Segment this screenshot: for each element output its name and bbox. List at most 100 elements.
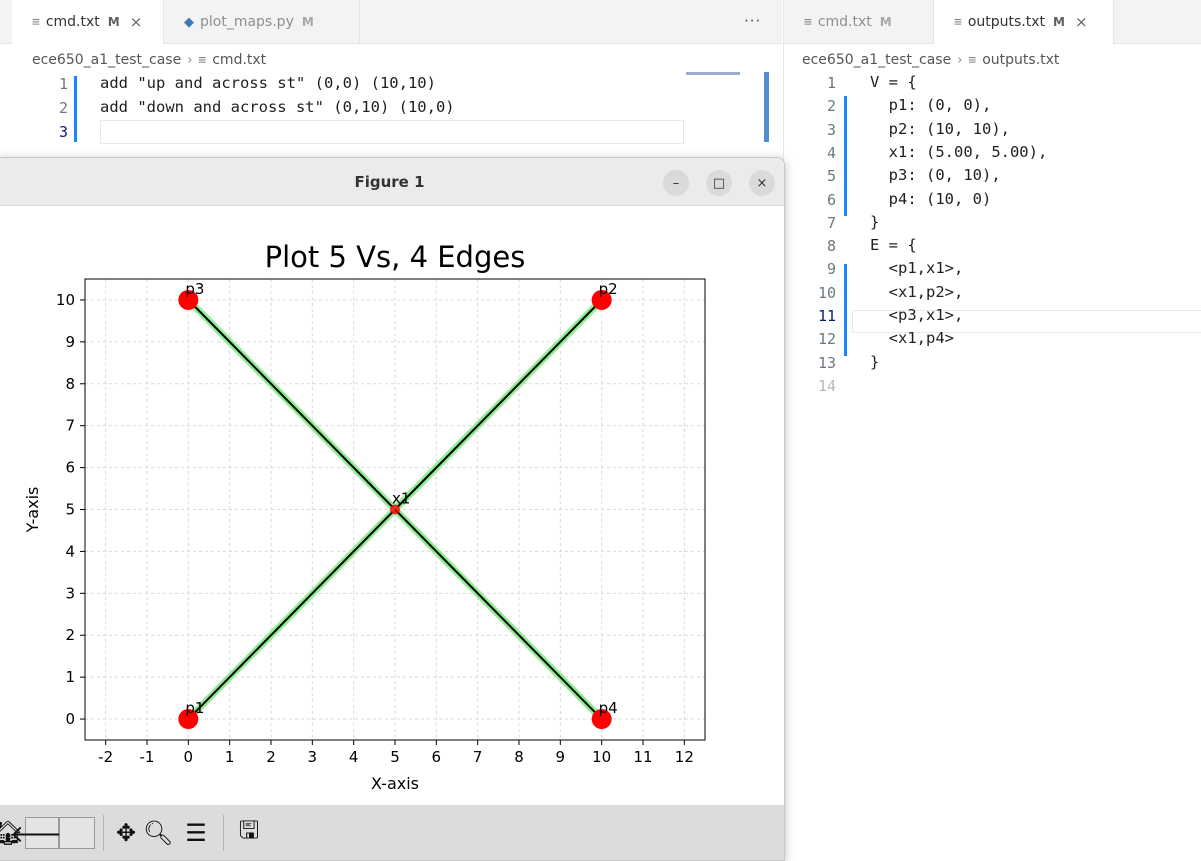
x-tick-label: 5 [390, 748, 400, 766]
x-tick-label: 6 [432, 748, 442, 766]
python-file-icon: ◆ [184, 14, 194, 30]
text-file-icon: ≡ [954, 14, 962, 30]
vertex-label-p3: p3 [185, 280, 204, 298]
back-icon[interactable]: 🡐 [10, 817, 74, 849]
configure-subplots-icon[interactable]: ☰ [185, 819, 207, 847]
y-tick-label: 8 [65, 375, 75, 393]
tab-label: cmd.txt [817, 14, 872, 30]
code-line[interactable]: } [870, 212, 880, 231]
text-file-icon: ≡ [198, 52, 207, 68]
x-tick-label: 3 [308, 748, 318, 766]
minimize-icon[interactable]: – [663, 170, 689, 196]
code-line[interactable]: <p3,x1>, [870, 306, 964, 324]
line-number: 1 [58, 75, 68, 93]
vertex-x1 [390, 504, 400, 515]
code-line[interactable]: } [870, 352, 880, 371]
code-line[interactable]: p3: (0, 10), [870, 166, 1001, 185]
tab-label: outputs.txt [967, 14, 1046, 30]
y-tick-label: 10 [56, 291, 75, 309]
scrollbar[interactable] [764, 72, 769, 142]
line-number: 2 [826, 97, 836, 116]
y-tick-label: 9 [65, 333, 75, 351]
x-tick-label: 10 [592, 748, 611, 766]
save-icon[interactable]: 🖫 [238, 815, 260, 844]
code-line[interactable]: E = { [870, 236, 917, 255]
figure-titlebar[interactable]: Figure 1 – □ × [0, 158, 784, 206]
code-line[interactable]: add "up and across st" (0,0) (10,10) [100, 74, 436, 92]
line-number: 3 [826, 120, 836, 139]
text-file-icon: ≡ [968, 52, 977, 68]
vertex-p4 [591, 709, 612, 730]
chevron-right-icon: › [957, 52, 963, 68]
x-tick-label: -1 [140, 748, 155, 766]
code-line[interactable]: add "down and across st" (0,10) (10,0) [100, 98, 455, 116]
line-number: 7 [826, 213, 836, 232]
vertex-label-p2: p2 [599, 280, 618, 298]
x-tick-label: 9 [556, 748, 566, 766]
code-line[interactable]: x1: (5.00, 5.00), [870, 142, 1048, 161]
close-icon[interactable]: × [129, 13, 143, 31]
breadcrumb-folder[interactable]: ece650_a1_test_case [32, 52, 182, 68]
tab-outputs-txt[interactable]: ≡ outputs.txt M × [934, 0, 1114, 44]
code-line[interactable]: p4: (10, 0) [870, 189, 992, 208]
modified-gutter-marker [844, 96, 847, 216]
line-number: 8 [826, 237, 836, 256]
current-line-highlight [100, 120, 684, 144]
code-line[interactable]: V = { [870, 73, 917, 91]
code-line[interactable]: <x1,p4> [870, 329, 954, 348]
edge-x1-p4 [394, 508, 603, 720]
home-icon[interactable]: 🏠︎ [0, 817, 23, 849]
breadcrumb-file[interactable]: cmd.txt [212, 52, 267, 68]
line-number: 9 [826, 260, 836, 279]
code-line[interactable]: p2: (10, 10), [870, 119, 1010, 138]
more-actions-icon[interactable]: ··· [744, 12, 762, 30]
current-line-highlight [852, 310, 1201, 333]
code-line[interactable]: <x1,p2>, [870, 282, 964, 301]
left-tab-bar: ≡ cmd.txt M × ◆ plot_maps.py M ··· [0, 0, 782, 44]
code-line[interactable]: <p1,x1>, [870, 259, 964, 278]
zoom-icon[interactable]: 🔍︎ [142, 819, 174, 847]
x-axis-label: X-axis [371, 774, 419, 793]
line-number: 14 [817, 376, 836, 395]
y-tick-label: 0 [65, 710, 75, 728]
figure-toolbar: 🏠︎ 🡐 ✥ 🔍︎ ☰ 🖫 [0, 805, 784, 860]
y-tick-label: 1 [65, 668, 75, 686]
close-icon[interactable]: × [749, 170, 775, 196]
plot-canvas[interactable]: -2 -1 0 1 2 3 4 5 6 7 8 9 10 11 12 0 1 2 3 4 5 6 7 8 9 10 p1 p2 x1 p… [0, 206, 784, 805]
vertex-p1 [178, 709, 199, 730]
breadcrumb-folder[interactable]: ece650_a1_test_case [802, 52, 952, 68]
modified-gutter-marker [74, 76, 77, 142]
code-line[interactable]: p1: (0, 0), [870, 96, 992, 115]
line-number: 6 [826, 190, 836, 209]
edge-p1-x1 [187, 508, 396, 720]
maximize-icon[interactable]: □ [706, 170, 732, 196]
modified-indicator: M [879, 15, 892, 29]
chevron-right-icon: › [187, 52, 193, 68]
x-tick-label: 11 [633, 748, 652, 766]
right-editor-group: ≡ cmd.txt M ≡ outputs.txt M × ece650_a1_… [783, 0, 1201, 861]
minimap[interactable] [686, 72, 740, 75]
y-tick-label: 4 [65, 542, 75, 560]
line-number-current: 3 [58, 123, 68, 141]
x-tick-label: 8 [514, 748, 524, 766]
tab-cmd-txt[interactable]: ≡ cmd.txt M [784, 0, 934, 44]
x-tick-label: 2 [266, 748, 276, 766]
forward-button[interactable] [59, 817, 95, 849]
tab-cmd-txt[interactable]: ≡ cmd.txt M × [12, 0, 164, 44]
tab-plot-maps-py[interactable]: ◆ plot_maps.py M [164, 0, 360, 44]
edge-p3-x1 [187, 299, 396, 511]
line-number: 4 [826, 143, 836, 162]
vertex-p2 [591, 289, 612, 310]
tab-label: plot_maps.py [200, 14, 294, 30]
breadcrumb-file[interactable]: outputs.txt [982, 52, 1060, 68]
x-tick-label: 12 [675, 748, 694, 766]
right-tab-bar: ≡ cmd.txt M ≡ outputs.txt M × [784, 0, 1201, 44]
x-tick-label: 4 [349, 748, 359, 766]
close-icon[interactable]: × [1074, 13, 1088, 31]
x-tick-label: 1 [225, 748, 235, 766]
vertex-p3 [178, 289, 199, 310]
modified-gutter-marker [844, 264, 847, 356]
pan-icon[interactable]: ✥ [115, 819, 137, 847]
x-tick-label: 7 [473, 748, 483, 766]
